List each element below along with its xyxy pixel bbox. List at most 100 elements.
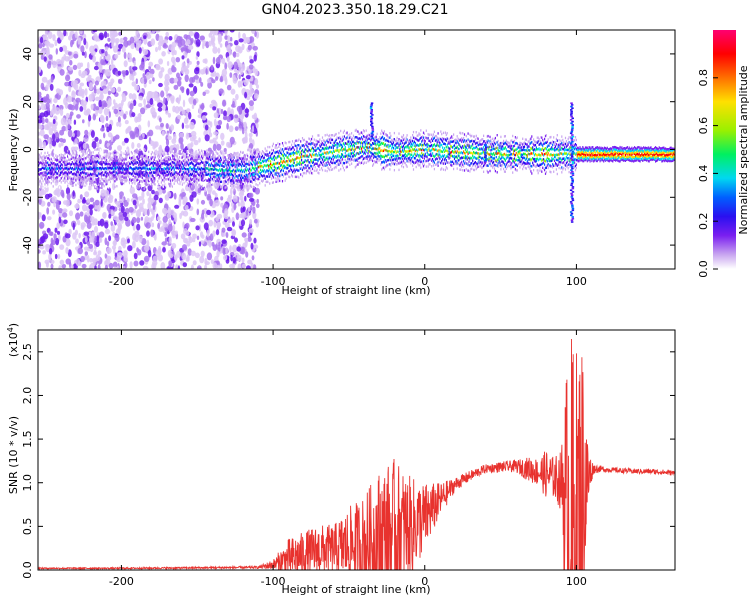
spectrogram-cell — [240, 174, 243, 177]
spectrogram-cell — [186, 58, 190, 64]
spectrogram-cell — [103, 149, 105, 152]
spectrogram-cell — [280, 170, 282, 173]
spectrogram-cell — [145, 163, 147, 167]
spectrogram-cell — [189, 180, 191, 183]
spectrogram-cell — [325, 139, 327, 143]
spectrogram-cell — [78, 185, 81, 189]
spectrogram-cell — [187, 45, 194, 50]
spectrogram-cell — [201, 102, 205, 111]
spectrogram-cell — [291, 146, 294, 149]
spectrogram-cell — [378, 147, 380, 150]
spectrogram-cell — [394, 161, 396, 164]
spectrogram-cell — [67, 184, 69, 187]
spectrogram-cell — [139, 180, 141, 183]
spectrogram-cell — [391, 147, 393, 150]
spectrogram-cell — [262, 179, 264, 182]
spectrogram-cell — [236, 254, 242, 262]
spectrogram-cell — [262, 157, 264, 160]
spectrogram-cell — [242, 151, 244, 154]
spectrogram-cell — [239, 196, 244, 201]
spectrogram-cell — [147, 172, 149, 175]
spectrogram-cell — [321, 153, 323, 156]
spectrogram-cell — [387, 143, 389, 147]
spectrogram-cell — [312, 147, 314, 150]
spectrogram-cell — [243, 185, 245, 188]
spectrogram-cell — [318, 152, 320, 155]
spectrogram-cell — [341, 159, 343, 162]
spectrogram-cell — [207, 184, 209, 188]
spectrogram-cell — [76, 166, 78, 169]
spectrogram-cell — [115, 162, 117, 165]
spectrogram-cell — [195, 156, 197, 159]
spectrogram-cell — [112, 168, 114, 171]
spectrogram-cell — [349, 133, 351, 136]
spectrogram-cell — [101, 173, 103, 177]
spectrogram-cell — [99, 155, 102, 158]
spectrogram-cell — [390, 151, 392, 154]
spectrogram-cell — [313, 149, 315, 152]
spectrogram-cell — [306, 164, 308, 168]
spectrogram-cell — [108, 262, 114, 269]
spectrogram-cell — [230, 163, 232, 166]
spectrogram-cell — [241, 127, 245, 135]
spectrogram-cell — [51, 123, 57, 132]
spectrogram-cell — [221, 172, 223, 175]
spectrogram-cell — [357, 142, 359, 145]
spectrogram-cell — [103, 167, 105, 171]
spectrogram-cell — [114, 173, 116, 177]
spectrogram-cell — [133, 152, 135, 155]
spectrogram-cell — [109, 175, 111, 179]
spectrogram-cell — [206, 179, 208, 182]
spectrogram-cell — [266, 164, 268, 167]
spectrogram-cell — [80, 99, 85, 107]
spectrogram-cell — [234, 160, 236, 164]
spectrogram-cell — [322, 164, 324, 168]
spectrogram-cell — [293, 171, 295, 174]
spectrogram-cell — [376, 151, 378, 155]
spectrogram-cell — [192, 260, 197, 266]
spectrogram-cell — [249, 156, 251, 159]
spectrogram-cell — [350, 152, 352, 155]
spectrogram-cell — [61, 264, 67, 269]
spectrogram-cell — [192, 163, 194, 166]
spectrogram-cell — [249, 59, 254, 64]
spectrogram-cell — [300, 151, 302, 154]
spectrogram-cell — [304, 142, 306, 146]
spectrogram-cell — [390, 159, 392, 162]
spectrogram-cell — [109, 159, 111, 162]
spectrogram-cell — [98, 167, 100, 171]
spectrogram-cell — [243, 79, 249, 86]
spectrogram-cell — [200, 166, 203, 170]
spectrogram-cell — [62, 138, 66, 143]
spectrogram-cell — [52, 149, 54, 152]
spectrogram-cell — [270, 154, 272, 157]
spectrogram-cell — [168, 236, 172, 245]
spectrogram-cell — [125, 158, 127, 161]
spectrogram-cell — [120, 171, 122, 174]
spectrogram-cell — [164, 167, 166, 170]
spectrogram-cell — [73, 168, 75, 171]
spectrogram-cell — [104, 177, 106, 181]
spectrogram-cell — [300, 140, 302, 143]
spectrogram-cell — [222, 157, 224, 160]
spectrogram-cell — [69, 59, 73, 66]
spectrogram-cell — [125, 171, 127, 174]
spectrogram-cell — [188, 30, 194, 37]
spectrogram-cell — [197, 172, 199, 175]
spectrogram-cell — [392, 154, 395, 157]
spectrogram-cell — [157, 173, 159, 177]
spectrogram-cell — [45, 156, 47, 159]
spectrogram-cell — [281, 163, 283, 167]
spectrogram-cell — [195, 168, 197, 171]
spectrogram-cell — [43, 171, 45, 174]
spectrogram-cell — [156, 168, 158, 171]
spectrogram-cell — [211, 157, 213, 160]
spectrogram-cell — [195, 160, 197, 164]
spectrogram-cell — [328, 162, 330, 165]
spectrogram-cell — [279, 143, 281, 146]
spectrogram-cell — [113, 99, 116, 105]
spectrogram-cell — [328, 157, 330, 161]
spectrogram-cell — [240, 165, 243, 168]
spectrogram-cell — [180, 182, 183, 185]
spectrogram-cell — [121, 175, 123, 178]
